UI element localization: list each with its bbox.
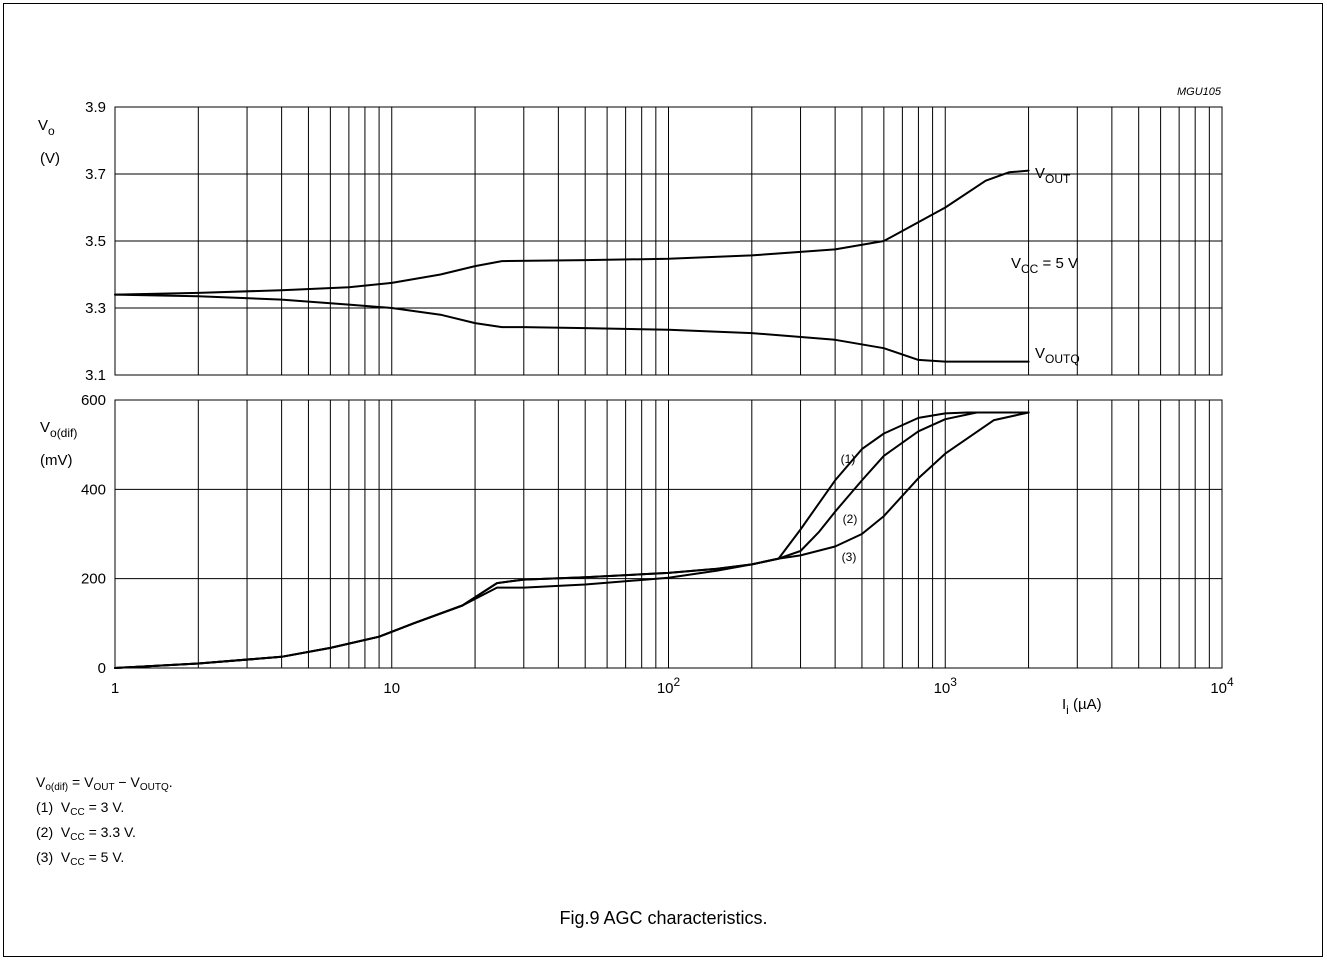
curve-label-1: (1) [841,452,856,466]
x-axis-label: Ii (µA) [1062,696,1102,717]
curve-label-2: (2) [843,512,858,526]
y-tick-label: 3.9 [85,99,106,116]
y-tick-label: 3.5 [85,233,106,250]
y-axis-unit-top: (V) [40,150,60,167]
y-tick-label: 400 [81,481,106,498]
y-tick-label: 3.7 [85,166,106,183]
y-tick-label: 200 [81,571,106,588]
y-axis-unit-bottom: (mV) [40,452,73,469]
x-tick-label: 104 [1210,675,1234,697]
vcc-annotation: VCC = 5 V [1011,255,1078,276]
curves [114,169,1030,669]
series-label-voutq: VOUTQ [1035,345,1080,366]
y-tick-label: 600 [81,392,106,409]
series-line-1-1 [114,169,1030,296]
x-tick-label: 102 [657,675,681,697]
figure-code: MGU105 [1177,86,1222,98]
note-1: (1) VCC = 3 V. [36,799,125,818]
series-line-2-2 [114,411,1030,669]
figure-frame [3,3,1323,957]
series-line-2-3 [114,411,1030,669]
y-tick-label: 3.3 [85,300,106,317]
y-axis-label-top: Vo [38,117,55,138]
figure-caption: Fig.9 AGC characteristics. [559,908,768,928]
notes: Vo(dif) = VOUT − VOUTQ. (1) VCC = 3 V. (2)… [36,770,173,870]
note-2: (2) VCC = 3.3 V. [36,824,136,843]
y-axis-label-bottom: Vo(dif) [40,419,77,440]
x-tick-label: 10 [383,680,400,697]
y-tick-label: 0 [98,660,106,677]
note-0: Vo(dif) = VOUT − VOUTQ. [36,774,173,793]
y-tick-label: 3.1 [85,367,106,384]
series-label-vout: VOUT [1035,165,1071,186]
grid-lines [114,106,1223,669]
note-3: (3) VCC = 5 V. [36,849,125,868]
series-line-1-2 [114,293,1030,363]
labels: 3.1 3.3 3.5 3.7 3.9 0 200 400 600 Vo (V) VOUT VOUTQ V… [38,99,1234,717]
x-tick-label: 103 [934,675,958,697]
x-tick-label: 1 [111,680,119,697]
curve-label-3: (3) [842,550,857,564]
